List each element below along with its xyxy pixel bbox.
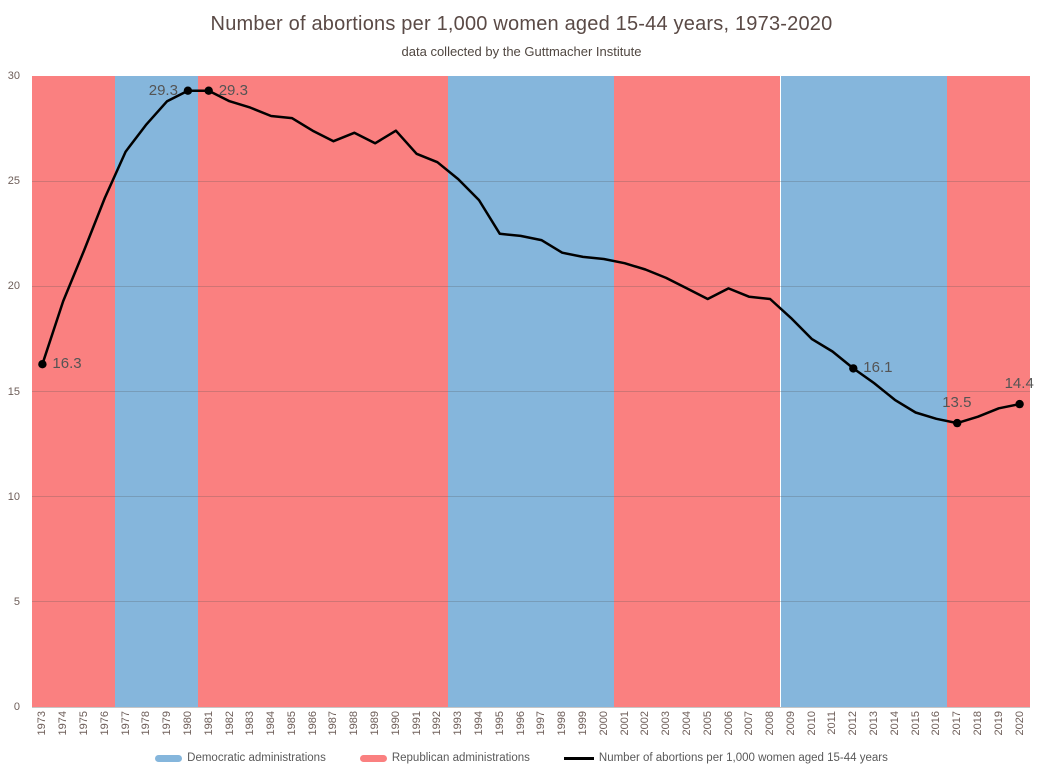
democratic-band-swatch bbox=[155, 754, 183, 762]
x-tick-label-1981: 1981 bbox=[202, 711, 215, 736]
x-tick-label-1996: 1996 bbox=[514, 711, 527, 736]
legend-item-democratic: Democratic administrations bbox=[155, 752, 326, 764]
x-tick-label-1992: 1992 bbox=[431, 711, 444, 736]
x-tick-label-1999: 1999 bbox=[576, 711, 589, 736]
x-tick-label-2019: 2019 bbox=[992, 711, 1005, 736]
x-tick-label-1987: 1987 bbox=[327, 711, 340, 736]
x-axis-line bbox=[32, 707, 1030, 708]
x-tick-label-2016: 2016 bbox=[930, 711, 943, 736]
y-tick-label-25: 25 bbox=[7, 175, 20, 188]
gridline-5 bbox=[32, 601, 1030, 603]
x-tick-label-2000: 2000 bbox=[597, 711, 610, 736]
x-tick-label-1983: 1983 bbox=[244, 711, 257, 736]
legend-item-abortion-rate-line: Number of abortions per 1,000 women aged… bbox=[563, 752, 888, 764]
band-republican-2001-2008 bbox=[614, 76, 781, 707]
y-tick-label-5: 5 bbox=[13, 595, 20, 608]
x-tick-label-2012: 2012 bbox=[847, 711, 860, 736]
x-tick-label-1990: 1990 bbox=[389, 711, 402, 736]
band-democratic-1977-1980 bbox=[115, 76, 199, 707]
gridline-15 bbox=[32, 391, 1030, 392]
x-tick-label-1991: 1991 bbox=[410, 711, 423, 736]
gridline-20 bbox=[32, 285, 1030, 287]
x-tick-label-1986: 1986 bbox=[306, 711, 319, 736]
chart-title: Number of abortions per 1,000 women aged… bbox=[210, 13, 833, 35]
point-label-1981: 29.3 bbox=[218, 81, 248, 99]
data-point-1980 bbox=[183, 86, 193, 95]
line-series-swatch bbox=[563, 756, 594, 760]
legend-label-republican: Republican administrations bbox=[391, 752, 530, 764]
band-republican-1981-1992 bbox=[198, 76, 448, 707]
x-tick-label-2001: 2001 bbox=[618, 711, 631, 736]
x-tick-label-1989: 1989 bbox=[369, 711, 382, 736]
y-tick-label-30: 30 bbox=[7, 70, 20, 82]
x-tick-label-2015: 2015 bbox=[909, 711, 922, 736]
x-tick-label-2002: 2002 bbox=[639, 711, 652, 736]
x-tick-label-2007: 2007 bbox=[743, 711, 756, 736]
band-republican-2017-2020 bbox=[946, 76, 1030, 707]
x-tick-label-1979: 1979 bbox=[161, 711, 174, 736]
x-tick-label-1982: 1982 bbox=[223, 711, 236, 736]
data-point-2017 bbox=[953, 418, 962, 428]
x-tick-label-1976: 1976 bbox=[98, 711, 111, 736]
point-label-2017: 13.5 bbox=[942, 394, 972, 412]
legend-label-abortion-rate-line: Number of abortions per 1,000 women aged… bbox=[598, 752, 888, 764]
y-tick-label-15: 15 bbox=[7, 385, 20, 398]
legend: Democratic administrations Republican ad… bbox=[0, 747, 1043, 769]
abortion-rate-line-svg bbox=[38, 86, 1024, 428]
x-tick-label-2010: 2010 bbox=[805, 711, 818, 736]
x-tick-label-2020: 2020 bbox=[1013, 711, 1026, 736]
x-tick-label-2014: 2014 bbox=[888, 711, 901, 736]
x-tick-label-1980: 1980 bbox=[181, 711, 194, 736]
x-tick-label-1974: 1974 bbox=[57, 711, 70, 736]
point-label-1980: 29.3 bbox=[148, 81, 178, 99]
x-tick-label-1978: 1978 bbox=[140, 711, 153, 736]
point-label-2012: 16.1 bbox=[863, 359, 893, 377]
band-republican-1973-1976 bbox=[32, 76, 116, 707]
gridline-25 bbox=[32, 180, 1030, 182]
y-tick-label-20: 20 bbox=[7, 280, 20, 293]
x-tick-label-2011: 2011 bbox=[826, 711, 839, 735]
x-axis: 1973 1974 1975 1976 1977 1978 1979 1980 1981 1982… bbox=[32, 711, 1030, 747]
point-label-2020: 14.4 bbox=[1004, 375, 1034, 393]
x-tick-label-1994: 1994 bbox=[473, 711, 486, 736]
x-tick-label-2004: 2004 bbox=[680, 711, 693, 736]
x-tick-label-1977: 1977 bbox=[119, 711, 132, 736]
x-tick-label-2003: 2003 bbox=[660, 711, 673, 736]
y-tick-label-10: 10 bbox=[7, 490, 20, 503]
legend-label-democratic: Democratic administrations bbox=[187, 752, 326, 764]
plot-area: 16.3 29.3 29.3 16.1 13.5 14.4 bbox=[32, 76, 1034, 708]
x-tick-label-1985: 1985 bbox=[285, 711, 298, 736]
x-tick-label-1995: 1995 bbox=[493, 711, 506, 736]
x-tick-label-2006: 2006 bbox=[722, 711, 735, 736]
x-tick-label-1988: 1988 bbox=[348, 711, 361, 736]
chart-subtitle: data collected by the Guttmacher Institu… bbox=[401, 44, 642, 59]
republican-band-swatch bbox=[359, 754, 387, 762]
y-axis: 0 5 10 15 20 25 30 bbox=[0, 70, 26, 713]
x-tick-label-1998: 1998 bbox=[556, 711, 569, 736]
x-tick-label-1975: 1975 bbox=[77, 711, 90, 736]
gridline-10 bbox=[32, 496, 1030, 498]
x-tick-label-2009: 2009 bbox=[784, 711, 797, 736]
legend-item-republican: Republican administrations bbox=[359, 752, 530, 764]
data-point-1981 bbox=[204, 86, 213, 95]
band-democratic-1993-2000 bbox=[447, 76, 615, 707]
x-tick-label-2008: 2008 bbox=[764, 711, 777, 736]
y-tick-label-0: 0 bbox=[13, 701, 20, 713]
band-democratic-2009-2016 bbox=[780, 76, 947, 707]
point-label-1973: 16.3 bbox=[52, 355, 82, 373]
x-tick-label-2017: 2017 bbox=[951, 711, 964, 736]
data-point-1973 bbox=[38, 360, 47, 369]
x-tick-label-2005: 2005 bbox=[701, 711, 714, 736]
data-point-2020 bbox=[1015, 399, 1024, 409]
data-point-2012 bbox=[849, 364, 858, 373]
x-tick-label-1993: 1993 bbox=[452, 711, 465, 736]
x-tick-label-2013: 2013 bbox=[868, 711, 881, 736]
x-tick-label-2018: 2018 bbox=[972, 711, 985, 736]
x-tick-label-1997: 1997 bbox=[535, 711, 548, 736]
x-tick-label-1973: 1973 bbox=[36, 711, 49, 736]
x-tick-label-1984: 1984 bbox=[265, 711, 278, 736]
